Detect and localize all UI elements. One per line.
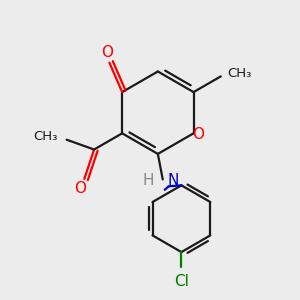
Text: CH₃: CH₃ <box>33 130 58 143</box>
Text: O: O <box>74 181 86 196</box>
Text: CH₃: CH₃ <box>228 67 252 80</box>
Text: Cl: Cl <box>174 274 189 289</box>
Text: N: N <box>168 173 179 188</box>
Text: O: O <box>101 45 113 60</box>
Text: O: O <box>192 127 204 142</box>
Text: H: H <box>142 173 154 188</box>
